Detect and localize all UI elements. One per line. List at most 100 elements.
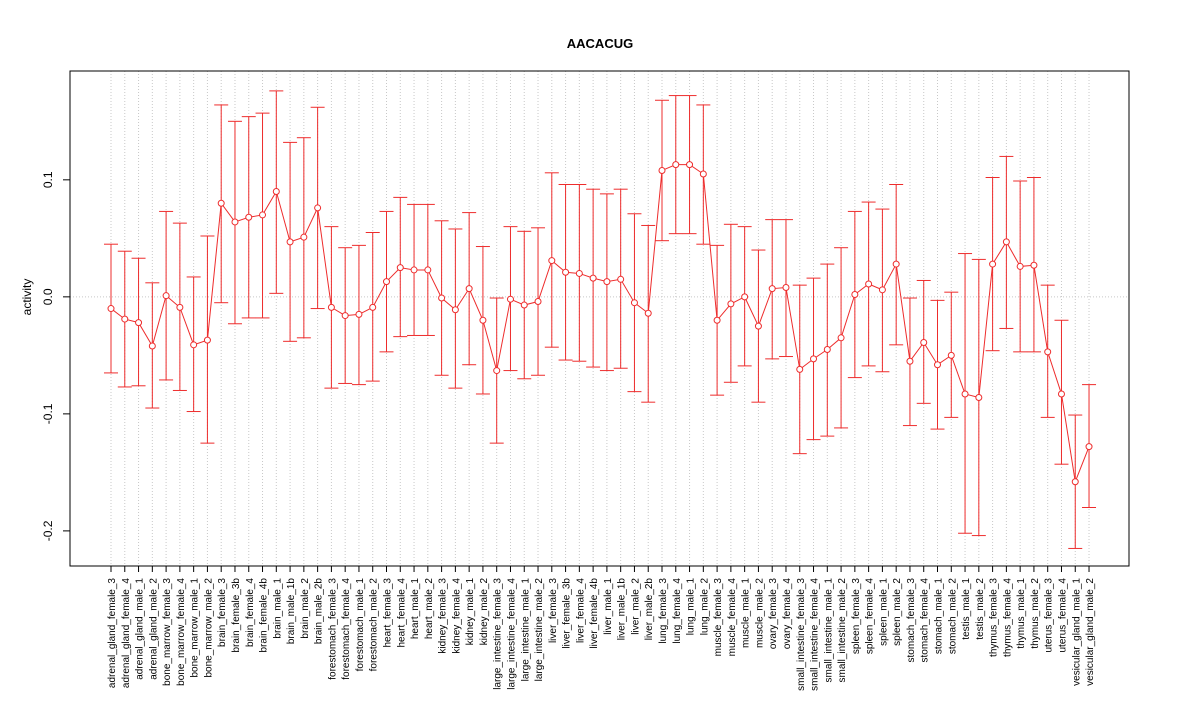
data-point [837, 334, 845, 342]
x-tick-label: lung_male_1 [686, 578, 697, 636]
x-tick-label: kidney_male_2 [479, 578, 490, 646]
x-tick-label: kidney_male_1 [465, 578, 476, 646]
x-tick-label: spleen_female_3 [851, 578, 862, 655]
x-tick-label: large_intestine_male_2 [534, 578, 545, 682]
data-point [506, 295, 514, 303]
data-point [355, 310, 363, 318]
x-tick-label: uterus_female_4 [1057, 578, 1068, 653]
data-point [1002, 238, 1010, 246]
data-point [176, 303, 184, 311]
series-line [110, 164, 1090, 484]
grid-layer [70, 71, 1129, 566]
data-point [617, 275, 625, 283]
y-axis-label: activity [20, 279, 34, 316]
data-point [823, 346, 831, 354]
data-point [121, 315, 129, 323]
data-point [575, 269, 583, 277]
x-tick-label: vesicular_gland_male_2 [1085, 578, 1096, 686]
data-point [1030, 261, 1038, 269]
data-point [148, 342, 156, 350]
x-tick-label: liver_male_1 [603, 578, 614, 635]
data-point [300, 233, 308, 241]
x-tick-label: stomach_male_2 [947, 578, 958, 655]
x-tick-label: adrenal_gland_female_3 [107, 578, 118, 689]
data-point [741, 293, 749, 301]
data-point [892, 260, 900, 268]
data-point [1071, 478, 1079, 486]
x-tick-label: small_intestine_female_3 [796, 578, 807, 691]
x-tick-label: stomach_female_4 [920, 578, 931, 663]
data-point [1044, 348, 1052, 356]
x-tick-label: large_intestine_male_1 [520, 578, 531, 682]
x-tick-label: lung_male_2 [699, 578, 710, 636]
x-tick-label: lung_female_3 [658, 578, 669, 644]
x-tick-labels: adrenal_gland_female_3 adrenal_gland_fema… [107, 578, 1096, 691]
data-point [286, 238, 294, 246]
x-tick-label: bone_marrow_female_3 [162, 578, 173, 686]
data-point [810, 355, 818, 363]
data-point [438, 294, 446, 302]
x-tick-label: stomach_female_3 [906, 578, 917, 663]
x-tick-label: heart_female_3 [383, 578, 394, 648]
data-point [878, 286, 886, 294]
data-point [493, 367, 501, 375]
data-point [231, 218, 239, 226]
x-tick-label: kidney_female_3 [438, 578, 449, 654]
data-point [369, 303, 377, 311]
plot-frame [69, 70, 1130, 567]
data-point [245, 213, 253, 221]
data-point [658, 166, 666, 174]
y-tick-label: 0.0 [41, 288, 55, 305]
x-tick-label: lung_female_4 [672, 578, 683, 644]
x-tick-label: liver_female_3 [548, 578, 559, 643]
x-tick-label: heart_male_2 [424, 578, 435, 640]
data-point [906, 357, 914, 365]
error-bars [104, 90, 1097, 549]
x-tick-label: thymus_female_3 [989, 578, 1000, 657]
x-tick-label: large_intestine_female_4 [506, 578, 517, 690]
y-tick-label: 0.1 [41, 171, 55, 188]
chart-title: AACACUG [567, 36, 633, 51]
data-point [341, 312, 349, 320]
x-tick-label: forestomach_male_1 [355, 578, 366, 672]
x-tick-label: brain_female_3b [231, 578, 242, 653]
x-tick-label: ovary_female_3 [768, 578, 779, 650]
x-tick-label: brain_male_2 [300, 578, 311, 639]
x-tick-label: small_intestine_male_2 [837, 578, 848, 683]
data-point [465, 285, 473, 293]
data-point [424, 266, 432, 274]
x-tick-label: brain_female_4 [245, 578, 256, 647]
x-tick-label: forestomach_female_3 [327, 578, 338, 680]
y-tick-label: -0.1 [41, 403, 55, 424]
x-tick-label: liver_female_4b [589, 578, 600, 649]
x-tick-label: liver_female_3b [562, 578, 573, 649]
data-point [1016, 262, 1024, 270]
x-tick-label: liver_female_4 [575, 578, 586, 643]
data-point [975, 393, 983, 401]
data-point [947, 351, 955, 359]
data-point [768, 285, 776, 293]
x-tick-label: bone_marrow_female_4 [176, 578, 187, 686]
data-point [534, 298, 542, 306]
data-point [107, 305, 115, 313]
data-point [203, 336, 211, 344]
x-tick-label: muscle_female_3 [713, 578, 724, 657]
x-tick-label: spleen_male_1 [878, 578, 889, 646]
x-tick-label: testis_male_1 [961, 578, 972, 640]
x-tick-label: liver_male_1b [617, 578, 628, 641]
data-point [934, 361, 941, 369]
x-tick-label: spleen_male_2 [892, 578, 903, 646]
data-point [548, 257, 556, 265]
data-point [451, 306, 459, 314]
x-tick-label: heart_male_1 [410, 578, 421, 640]
x-tick-label: forestomach_female_4 [341, 578, 352, 680]
x-tick-label: adrenal_gland_female_4 [121, 578, 132, 689]
x-tick-label: bone_marrow_male_2 [203, 578, 214, 678]
data-point [135, 319, 143, 327]
x-tick-label: liver_male_2b [644, 578, 655, 641]
data-point [727, 300, 735, 308]
data-point [589, 274, 597, 282]
data-point [162, 292, 170, 300]
x-tick-label: liver_male_2 [630, 578, 641, 635]
x-tick-label: stomach_male_1 [934, 578, 945, 655]
